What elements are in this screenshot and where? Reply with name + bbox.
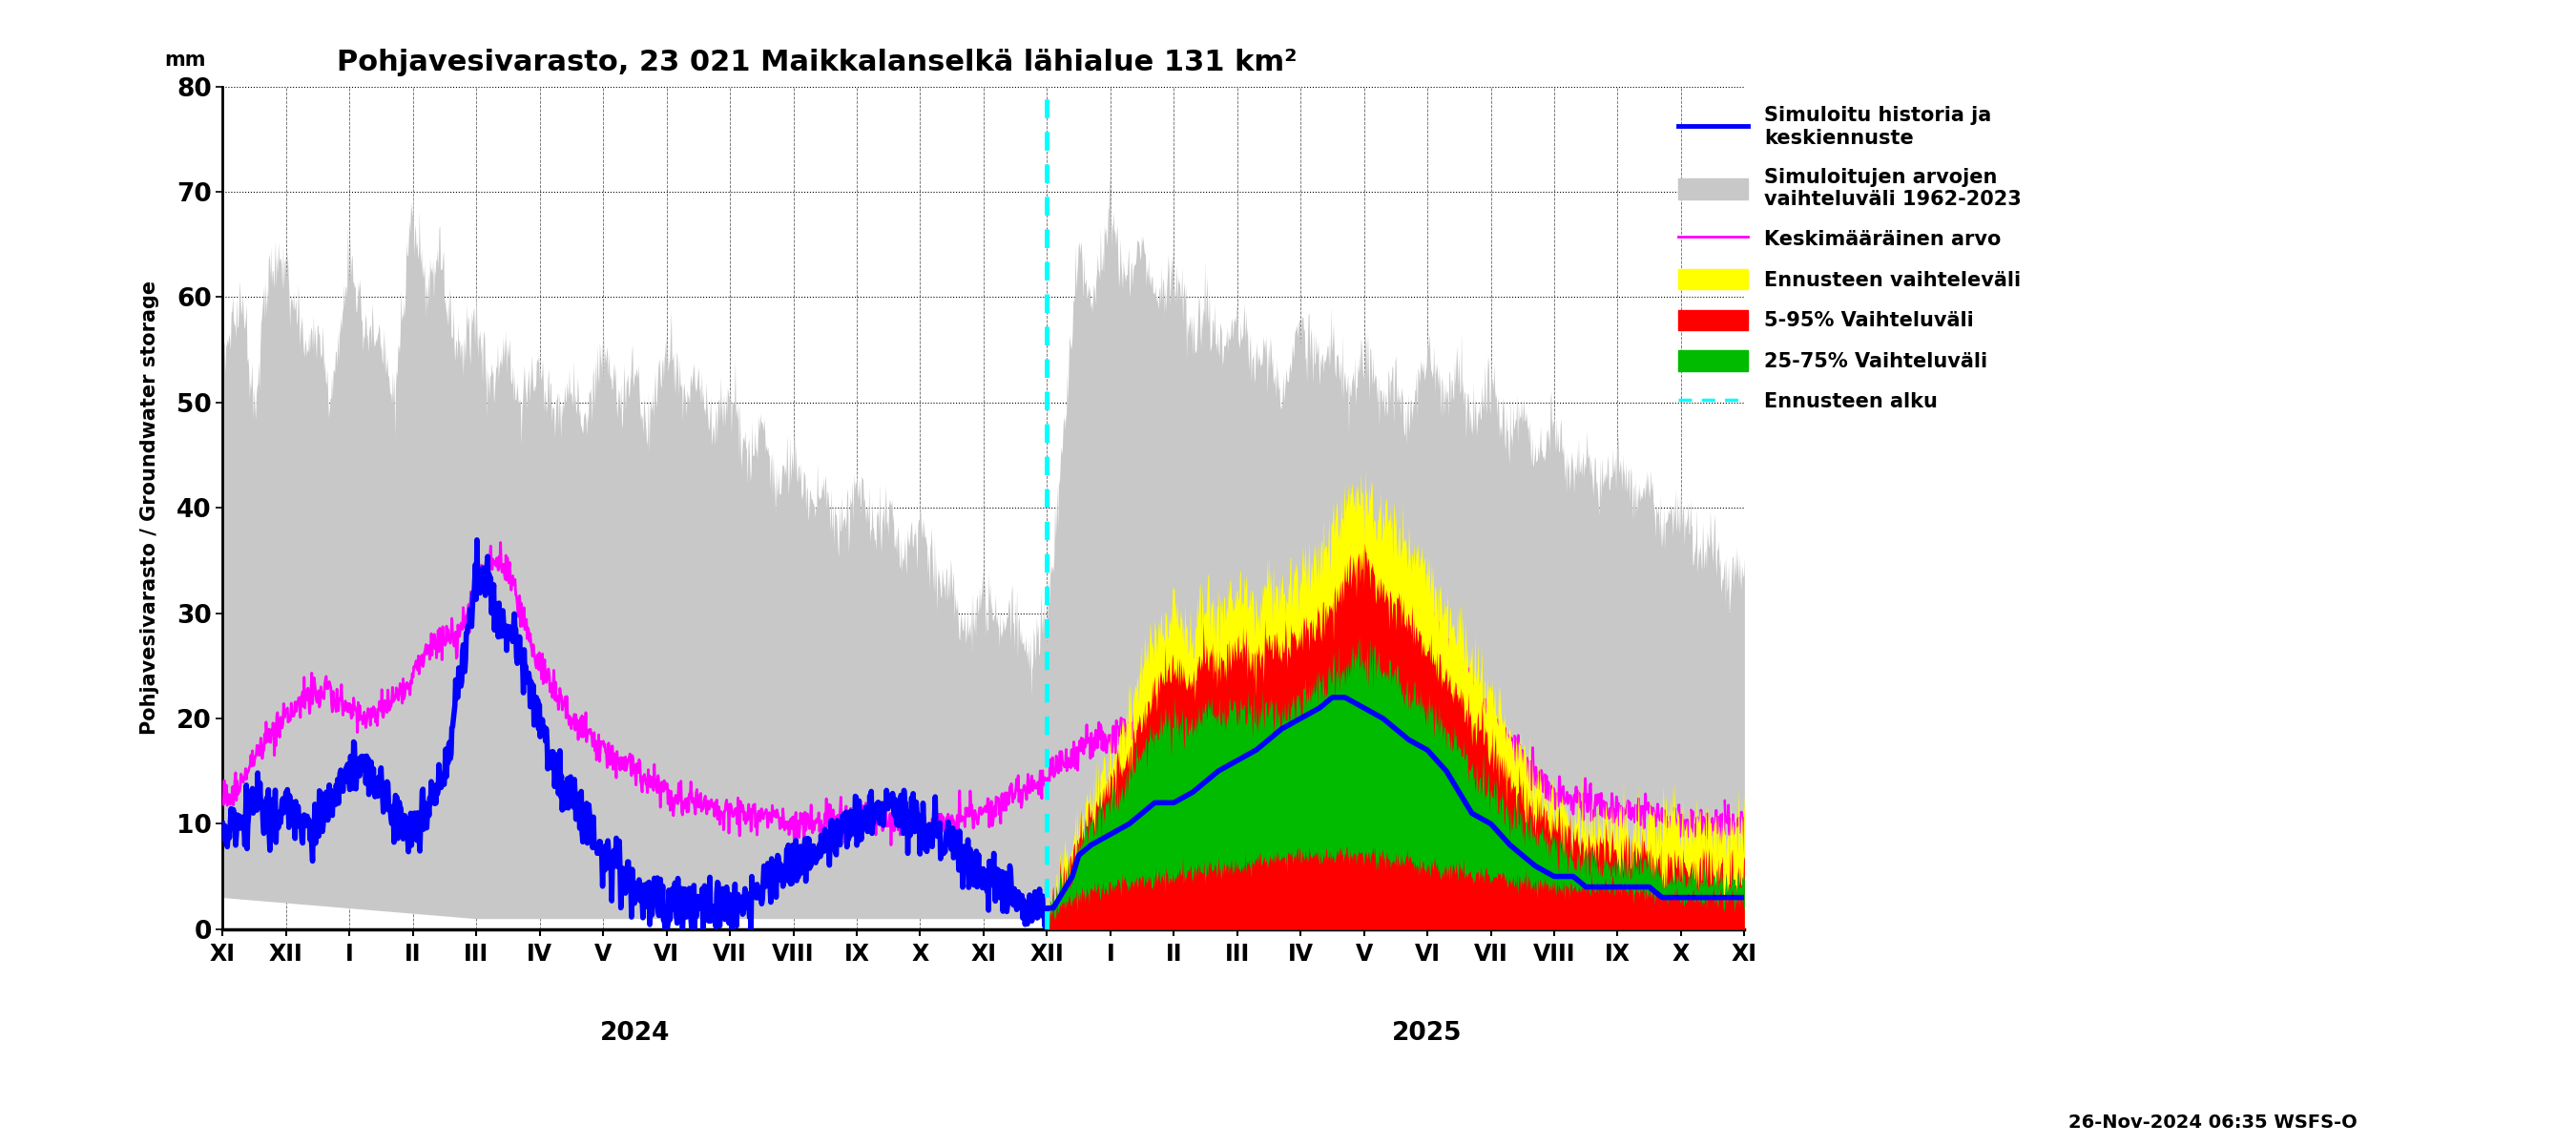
Text: 2024: 2024 [600,1020,670,1045]
Legend: Simuloitu historia ja
keskiennuste, Simuloitujen arvojen
vaihteluväli 1962-2023,: Simuloitu historia ja keskiennuste, Simu… [1669,96,2032,421]
Text: 26-Nov-2024 06:35 WSFS-O: 26-Nov-2024 06:35 WSFS-O [2069,1113,2357,1131]
Text: Pohjavesivarasto / Groundwater storage: Pohjavesivarasto / Groundwater storage [139,281,160,735]
Text: 2025: 2025 [1394,1020,1463,1045]
Text: Pohjavesivarasto, 23 021 Maikkalanselkä lähialue 131 km²: Pohjavesivarasto, 23 021 Maikkalanselkä … [337,48,1298,77]
Text: mm: mm [165,50,206,70]
